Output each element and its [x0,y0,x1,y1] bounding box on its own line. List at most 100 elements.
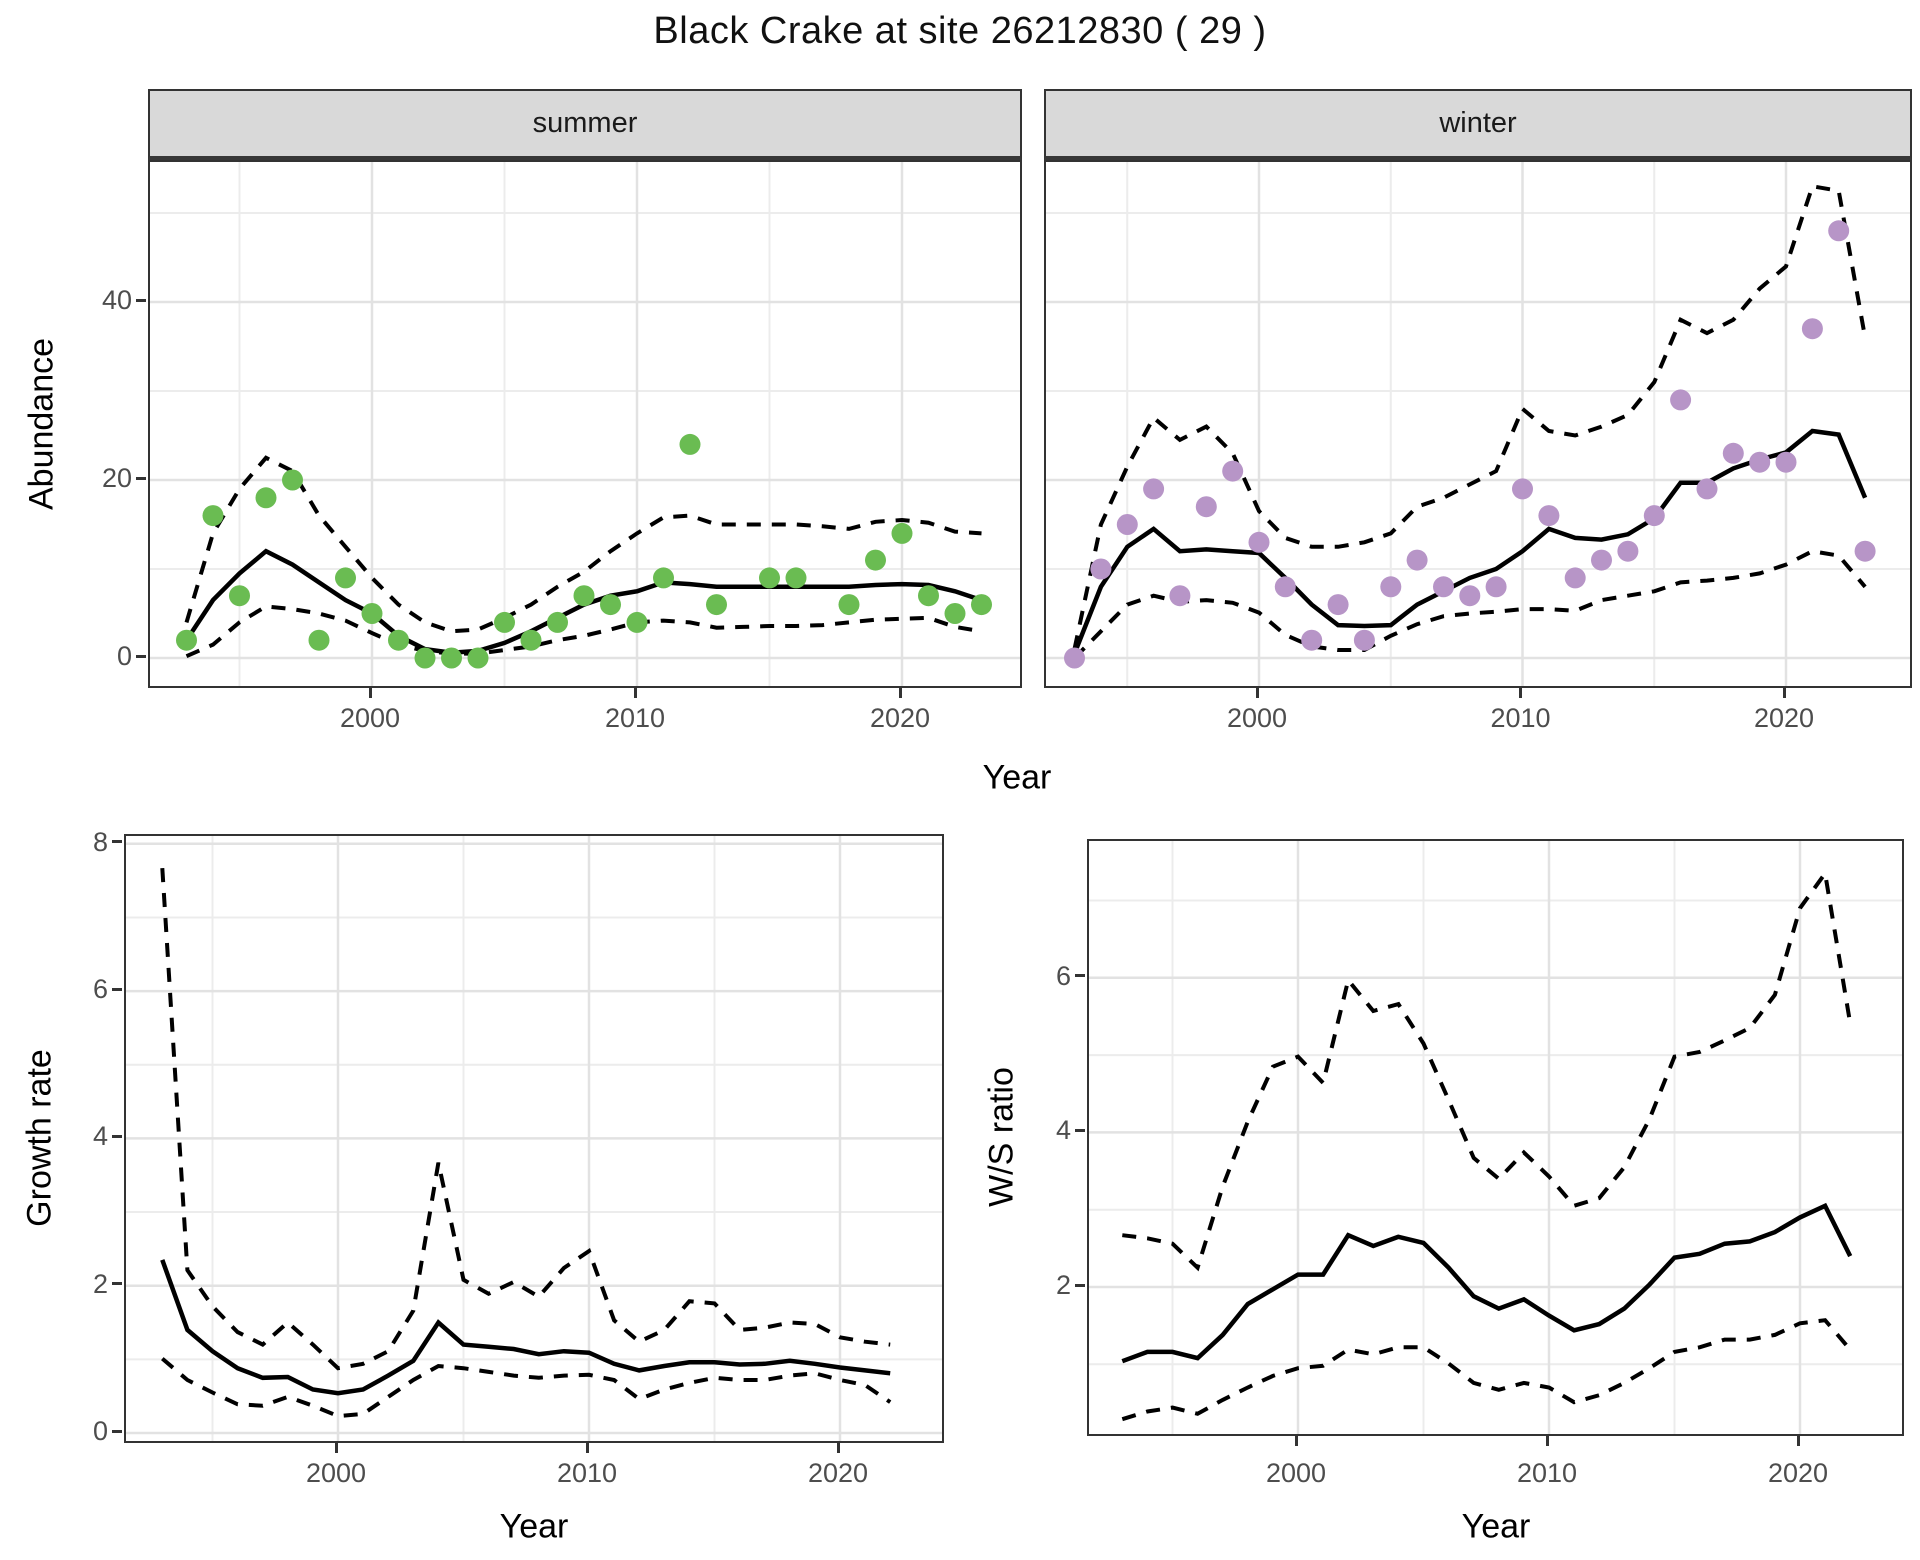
x-tick-label: 2020 [869,703,931,733]
x-tick-label: 2010 [1490,703,1551,733]
y-tick-label: 6 [92,974,108,1005]
y-tick-label: 2 [1055,1270,1071,1300]
axis-tick-mark [1519,688,1522,698]
data-point [573,585,595,607]
data-point [1169,585,1191,607]
data-point [971,594,992,616]
data-point [308,629,330,651]
data-point [1274,576,1296,598]
axis-tick-mark [136,298,146,302]
x-tick-label: 2010 [556,1458,618,1488]
y-tick-label: 2 [92,1268,108,1299]
data-point [600,594,621,616]
data-point [653,567,674,589]
data-point [706,594,727,616]
data-point [1801,318,1823,340]
axis-tick-mark [585,1443,589,1453]
y-tick-label: 20 [101,463,132,493]
lower-ci-line [161,1357,892,1419]
axis-tick-mark [1255,688,1259,698]
axis-tick-mark [112,840,122,844]
axis-tick-mark [1075,1128,1085,1132]
data-point [255,487,277,509]
data-point [891,522,913,544]
upper-ci-line [1122,868,1853,1272]
data-point [494,611,515,633]
mean-line [1121,1202,1853,1364]
x-tick-label: 2000 [1265,1458,1327,1488]
data-point [1538,505,1560,527]
x-axis-title-year-ws: Year [1461,1507,1531,1546]
data-point [1143,478,1165,500]
data-point [361,603,383,624]
data-point [441,647,462,669]
axis-tick-mark [112,1134,122,1138]
data-point [1485,576,1507,598]
axis-tick-mark [633,688,637,698]
data-point [918,585,939,607]
y-tick-label: 0 [92,1416,108,1446]
data-point [1459,585,1481,607]
x-axis-title-year-top: Year [982,758,1052,797]
data-point [785,567,807,589]
axis-tick-mark [112,1429,122,1433]
axis-tick-mark [836,1443,840,1453]
x-tick-label: 2010 [604,703,666,733]
data-point [1564,567,1586,589]
axis-tick-mark [1545,1436,1549,1446]
mean-line [1072,428,1868,655]
mean-line [160,1259,891,1396]
plot-area [1046,162,1910,686]
lower-ci-line [185,604,982,659]
chart-title: Black Crake at site 26212830 ( 29 ) [653,10,1267,52]
x-tick-label: 2000 [1226,703,1288,733]
data-point [1722,442,1744,464]
facet-strip-winter: winter [1044,89,1912,160]
data-point [1090,558,1112,580]
data-point [282,469,303,491]
data-point [547,611,568,633]
data-point [520,629,542,651]
data-point [1433,576,1454,598]
data-point [1064,647,1085,669]
axis-tick-mark [368,688,372,698]
x-tick-label: 2020 [1753,703,1815,733]
data-point [1353,629,1375,651]
x-tick-label: 2020 [1767,1458,1829,1488]
data-point [1670,389,1692,411]
data-point [388,629,409,651]
y-tick-label: 4 [92,1121,108,1152]
axis-tick-mark [334,1443,338,1453]
data-point [759,567,780,589]
data-point [1749,451,1771,473]
y-tick-label: 0 [116,641,132,671]
data-point [467,647,489,669]
data-point [229,585,250,607]
data-point [1696,478,1718,500]
axis-tick-mark [1294,1436,1298,1446]
data-point [1512,478,1533,500]
data-point [414,647,436,669]
data-point [335,567,356,589]
data-point [1248,531,1270,553]
data-point [1301,629,1323,651]
data-point [202,505,224,527]
data-point [176,629,197,651]
y-tick-label: 4 [1055,1115,1071,1146]
data-point [865,549,886,571]
facet-strip-summer: summer [148,89,1022,160]
data-point [1828,220,1850,242]
upper-ci-line [1072,184,1868,650]
axis-tick-mark [136,654,146,658]
data-point [1854,540,1876,562]
x-axis-title-year-growth: Year [499,1507,569,1546]
y-tick-label: 40 [101,285,132,315]
data-point [838,594,860,616]
data-point [1775,451,1797,473]
axis-tick-mark [1075,974,1085,978]
x-tick-label: 2000 [339,703,401,733]
facet-strip-summer-label: summer [532,107,638,139]
y-tick-label: 6 [1055,960,1071,991]
x-tick-label: 2000 [305,1458,367,1488]
x-tick-label: 2010 [1516,1458,1578,1488]
